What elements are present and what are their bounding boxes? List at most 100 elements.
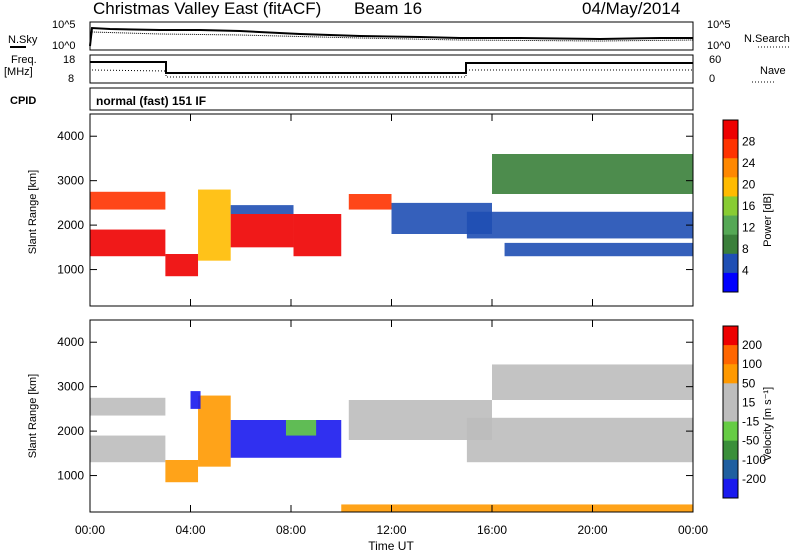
power-band-10 bbox=[466, 211, 693, 239]
power-ytick-label-0: 1000 bbox=[57, 263, 84, 277]
velocity-colorbar-swatch-4 bbox=[723, 402, 738, 423]
nave-tick-low: 0 bbox=[709, 73, 715, 85]
power-band-2 bbox=[165, 254, 199, 277]
velocity-band-9 bbox=[466, 417, 693, 463]
nsearch-label: N.Search bbox=[744, 33, 790, 45]
freq-label: Freq. bbox=[11, 54, 37, 66]
power-colorbar-frame bbox=[722, 119, 739, 293]
cpid-label: CPID bbox=[10, 95, 36, 107]
velocity-colorbar-swatch-2 bbox=[723, 364, 738, 384]
x-tick-label-1: 04:00 bbox=[175, 523, 205, 537]
velocity-colorbar-tick-4: -15 bbox=[742, 415, 760, 429]
x-axis-label: Time UT bbox=[368, 539, 414, 553]
freq-tick-low: 8 bbox=[68, 73, 74, 85]
velocity-band-10 bbox=[341, 504, 693, 512]
velocity-ytick-label-0: 1000 bbox=[57, 469, 84, 483]
freq-unit-label: [MHz] bbox=[4, 66, 33, 78]
velocity-bands bbox=[90, 364, 693, 512]
velocity-colorbar-swatch-5 bbox=[723, 421, 738, 442]
date-label: 04/May/2014 bbox=[582, 0, 680, 18]
velocity-colorbar-tick-2: 50 bbox=[742, 376, 756, 390]
velocity-panel: 1000 2000 3000 4000 Slant Range [km] bbox=[27, 319, 694, 513]
velocity-colorbar-tick-1: 100 bbox=[742, 357, 762, 371]
power-colorbar-swatch-8 bbox=[723, 272, 738, 293]
power-band-9 bbox=[492, 154, 693, 194]
power-band-0 bbox=[90, 229, 166, 257]
nsky-tick-low: 10^0 bbox=[52, 40, 76, 52]
velocity-colorbar-swatch-1 bbox=[723, 345, 738, 365]
beam-label: Beam 16 bbox=[354, 0, 422, 18]
freq-trace bbox=[90, 61, 693, 74]
nsky-label: N.Sky bbox=[8, 34, 38, 46]
power-colorbar-tick-1: 24 bbox=[742, 156, 756, 170]
x-axis-ticks: 00:00 04:00 08:00 12:00 16:00 20:00 00:00 bbox=[75, 114, 708, 537]
velocity-ytick-label-3: 4000 bbox=[57, 335, 84, 349]
velocity-band-2 bbox=[165, 460, 199, 483]
power-colorbar-swatch-1 bbox=[723, 139, 738, 159]
velocity-colorbar-tick-3: 15 bbox=[742, 395, 756, 409]
power-colorbar-tick-3: 16 bbox=[742, 199, 756, 213]
velocity-colorbar-swatch-6 bbox=[723, 440, 738, 461]
nsky-panel bbox=[89, 21, 694, 51]
velocity-colorbar-swatch-3 bbox=[723, 383, 738, 403]
power-ytick-label-2: 3000 bbox=[57, 174, 84, 188]
power-band-4 bbox=[230, 214, 294, 248]
nsky-tick-high: 10^5 bbox=[52, 19, 76, 31]
velocity-ylabel: Slant Range [km] bbox=[27, 374, 39, 458]
velocity-band-0 bbox=[90, 435, 166, 463]
power-colorbar-swatch-7 bbox=[723, 253, 738, 274]
velocity-colorbar: 200 100 50 15 -15 -50 -100 -200 bbox=[722, 325, 766, 499]
velocity-colorbar-swatch-7 bbox=[723, 459, 738, 480]
power-colorbar-tick-4: 12 bbox=[742, 221, 756, 235]
power-colorbar-tick-0: 28 bbox=[742, 135, 756, 149]
velocity-band-1 bbox=[90, 397, 166, 416]
power-band-11 bbox=[504, 242, 693, 257]
power-y-ticks: 1000 2000 3000 4000 bbox=[57, 129, 693, 277]
plot-title: Christmas Valley East (fitACF) bbox=[93, 0, 321, 18]
x-tick-label-6: 00:00 bbox=[678, 523, 708, 537]
x-tick-label-2: 08:00 bbox=[276, 523, 306, 537]
power-ytick-label-3: 4000 bbox=[57, 129, 84, 143]
velocity-colorbar-tick-7: -200 bbox=[742, 472, 766, 486]
cpid-value: normal (fast) 151 IF bbox=[96, 94, 206, 108]
nave-label: Nave bbox=[760, 65, 786, 77]
x-tick-label-4: 16:00 bbox=[477, 523, 507, 537]
velocity-colorbar-swatch-0 bbox=[723, 326, 738, 346]
power-band-6 bbox=[293, 214, 342, 257]
power-band-3 bbox=[198, 189, 231, 261]
power-ytick-label-1: 2000 bbox=[57, 218, 84, 232]
power-colorbar-swatch-6 bbox=[723, 234, 738, 255]
velocity-colorbar-swatch-8 bbox=[723, 478, 738, 499]
velocity-ytick-label-1: 2000 bbox=[57, 424, 84, 438]
velocity-band-8 bbox=[492, 364, 693, 400]
nave-tick-high: 60 bbox=[709, 54, 721, 66]
velocity-colorbar-tick-5: -50 bbox=[742, 434, 760, 448]
power-colorbar-label: Power [dB] bbox=[762, 193, 774, 247]
power-colorbar-swatch-3 bbox=[723, 177, 738, 197]
power-band-1 bbox=[90, 191, 166, 210]
freq-panel bbox=[89, 54, 694, 84]
velocity-colorbar-tick-6: -100 bbox=[742, 453, 766, 467]
velocity-y-ticks: 1000 2000 3000 4000 bbox=[57, 335, 693, 483]
x-tick-label-5: 20:00 bbox=[577, 523, 607, 537]
x-tick-label-3: 12:00 bbox=[376, 523, 406, 537]
velocity-colorbar-label: Velocity [m s⁻¹] bbox=[762, 387, 774, 461]
power-panel: 1000 2000 3000 4000 Slant Range [km] bbox=[27, 113, 694, 307]
power-colorbar-tick-6: 4 bbox=[742, 264, 749, 278]
power-colorbar-swatch-4 bbox=[723, 196, 738, 217]
velocity-band-6 bbox=[285, 420, 317, 436]
power-ylabel: Slant Range [km] bbox=[27, 170, 39, 254]
power-band-5 bbox=[230, 205, 294, 214]
power-colorbar-swatch-0 bbox=[723, 120, 738, 140]
power-colorbar-swatch-5 bbox=[723, 215, 738, 236]
velocity-band-3 bbox=[198, 395, 231, 467]
power-colorbar: 28 24 20 16 12 8 4 bbox=[722, 119, 756, 293]
nsky-trace bbox=[89, 26, 693, 47]
power-band-7 bbox=[348, 194, 392, 210]
velocity-band-4 bbox=[190, 391, 201, 409]
power-colorbar-swatch-2 bbox=[723, 158, 738, 178]
x-tick-label-0: 00:00 bbox=[75, 523, 105, 537]
power-bands bbox=[90, 154, 693, 277]
velocity-ytick-label-2: 3000 bbox=[57, 380, 84, 394]
